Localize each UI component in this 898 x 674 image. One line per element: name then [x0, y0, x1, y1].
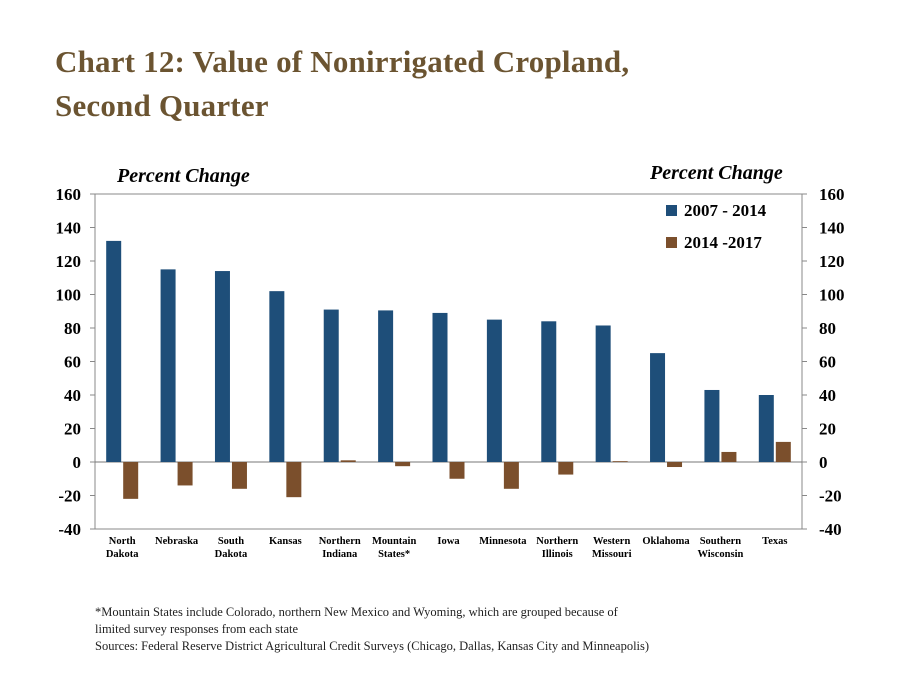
- category-label: North: [109, 536, 136, 547]
- bar-2014-2017: [558, 462, 574, 475]
- y-tick-label-left: -20: [58, 487, 81, 506]
- y-tick-label-right: 0: [819, 453, 828, 472]
- bar-2014-2017: [667, 462, 683, 468]
- category-label: Wisconsin: [697, 549, 743, 560]
- bar-2007-2014: [106, 240, 122, 462]
- bar-2007-2014: [541, 321, 557, 462]
- legend-label: 2007 - 2014: [684, 201, 767, 220]
- y-axis-label-left: Percent Change: [116, 165, 250, 187]
- bar-2007-2014: [595, 325, 611, 462]
- chart-title-line-1: Chart 12: Value of Nonirrigated Cropland…: [55, 44, 630, 79]
- category-label: Oklahoma: [642, 536, 690, 547]
- category-label: Texas: [762, 536, 787, 547]
- y-tick-label-left: 100: [56, 286, 82, 305]
- category-label: Illinois: [542, 549, 573, 560]
- category-label: Southern: [700, 536, 742, 547]
- bar-chart: Percent Change Percent Change 1601401201…: [56, 162, 845, 560]
- y-tick-label-right: 20: [819, 420, 836, 439]
- bar-2007-2014: [269, 291, 285, 462]
- bar-2014-2017: [503, 462, 519, 489]
- category-label: Western: [593, 536, 630, 547]
- bar-2014-2017: [286, 462, 302, 498]
- y-tick-label-right: 60: [819, 353, 836, 372]
- category-label: Nebraska: [155, 536, 199, 547]
- y-tick-label-left: 0: [73, 453, 82, 472]
- category-label: Dakota: [106, 549, 139, 560]
- category-label: States*: [378, 549, 410, 560]
- y-tick-label-right: 40: [819, 386, 836, 405]
- footnotes: *Mountain States include Colorado, north…: [95, 604, 649, 655]
- y-tick-label-left: 60: [64, 353, 81, 372]
- y-tick-label-left: 120: [56, 252, 82, 271]
- legend-swatch: [666, 205, 677, 216]
- category-label: South: [218, 536, 244, 547]
- category-label: Northern: [536, 536, 578, 547]
- y-tick-label-left: 160: [56, 185, 82, 204]
- category-label: Missouri: [592, 549, 632, 560]
- bar-2007-2014: [704, 389, 720, 462]
- bar-2007-2014: [650, 353, 666, 462]
- footnote-line: limited survey responses from each state: [95, 622, 299, 636]
- bar-2014-2017: [612, 461, 628, 462]
- y-tick-label-left: -40: [58, 520, 81, 539]
- bar-2014-2017: [231, 462, 247, 489]
- bar-2007-2014: [486, 319, 502, 462]
- category-label: Northern: [319, 536, 361, 547]
- bar-2014-2017: [340, 460, 356, 462]
- legend-label: 2014 -2017: [684, 233, 762, 252]
- bar-2007-2014: [160, 269, 176, 462]
- bar-2014-2017: [775, 441, 791, 462]
- y-ticks-right: 160 140 120 100 80 60 40 20 0 -20 -40: [802, 185, 845, 539]
- bar-2007-2014: [432, 312, 448, 462]
- bar-2007-2014: [323, 309, 339, 462]
- y-tick-label-right: 140: [819, 219, 845, 238]
- category-label: Mountain: [372, 536, 417, 547]
- footnote-line: *Mountain States include Colorado, north…: [95, 605, 618, 619]
- bar-2014-2017: [177, 462, 193, 486]
- y-tick-label-left: 140: [56, 219, 82, 238]
- category-labels: North Dakota Nebraska South Dakota Kansas Nort…: [106, 536, 788, 560]
- chart-title-line-2: Second Quarter: [55, 88, 269, 123]
- y-tick-label-left: 80: [64, 319, 81, 338]
- y-tick-label-left: 20: [64, 420, 81, 439]
- y-tick-label-right: -20: [819, 487, 842, 506]
- y-tick-label-right: 120: [819, 252, 845, 271]
- y-tick-label-right: 80: [819, 319, 836, 338]
- bar-2007-2014: [378, 310, 394, 462]
- bar-2007-2014: [758, 395, 774, 462]
- y-axis-label-right: Percent Change: [649, 162, 783, 184]
- y-tick-label-right: 100: [819, 286, 845, 305]
- bars: [106, 240, 791, 499]
- y-tick-label-left: 40: [64, 386, 81, 405]
- category-label: Kansas: [269, 536, 302, 547]
- category-label: Dakota: [215, 549, 248, 560]
- sources-line: Sources: Federal Reserve District Agricu…: [95, 639, 650, 653]
- bar-2014-2017: [449, 462, 465, 479]
- bar-2014-2017: [395, 462, 411, 467]
- legend: 2007 - 2014 2014 -2017: [666, 201, 767, 252]
- category-label: Minnesota: [479, 536, 527, 547]
- y-ticks-left: 160 140 120 100 80 60 40 20 0 -20 -40: [56, 185, 95, 539]
- category-label: Indiana: [322, 549, 358, 560]
- legend-swatch: [666, 237, 677, 248]
- bar-2007-2014: [214, 271, 230, 462]
- bar-2014-2017: [123, 462, 139, 499]
- bar-2014-2017: [721, 451, 737, 462]
- y-tick-label-right: -40: [819, 520, 842, 539]
- category-label: Iowa: [437, 536, 460, 547]
- y-tick-label-right: 160: [819, 185, 845, 204]
